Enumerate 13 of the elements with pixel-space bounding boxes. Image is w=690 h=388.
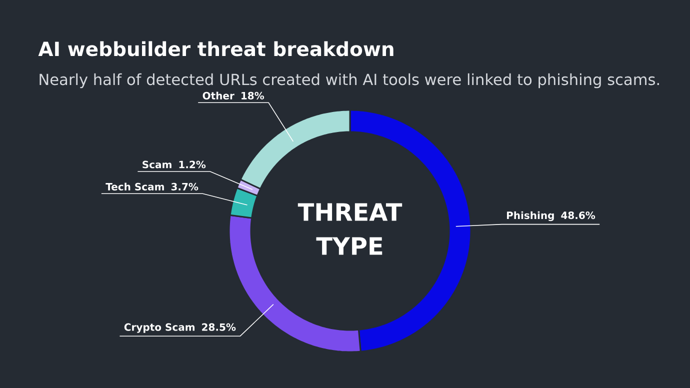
slice-label: Crypto Scam	[124, 323, 194, 333]
slice-label: Other	[202, 92, 234, 100]
data-label: 3.7%	[171, 182, 198, 190]
data-label: 1.2%	[179, 160, 206, 168]
slice-label: Scam	[142, 160, 172, 168]
chart-title: AI webbuilder threat breakdown	[38, 41, 394, 56]
slice-label: Tech Scam	[106, 182, 164, 190]
text: THREAT TYPE	[298, 203, 402, 255]
data-label: 48.6%	[561, 212, 596, 220]
slice-label: Phishing	[506, 211, 554, 222]
data-label: 28.5%	[202, 323, 236, 331]
data-label: 18%	[242, 92, 264, 100]
chart-subtitle: Nearly half of detected URLs created with AI tools were linked to phishing scams.	[40, 73, 659, 88]
